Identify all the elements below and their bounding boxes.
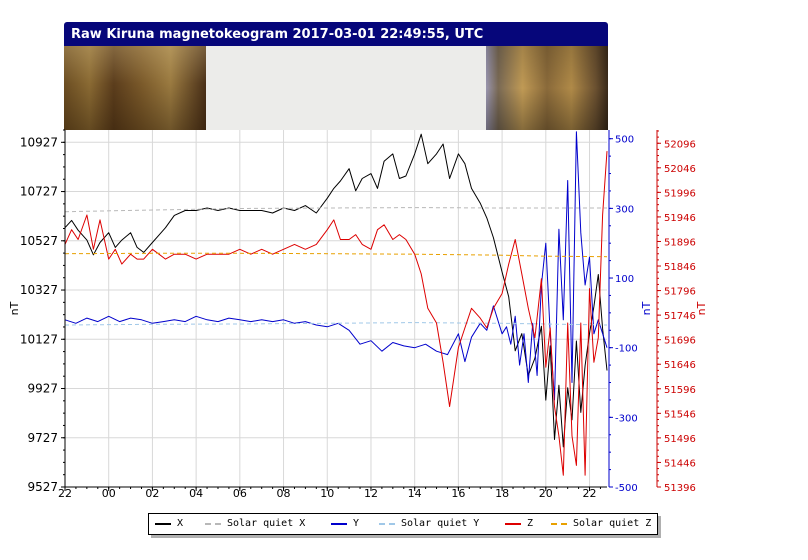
x-tick-label-3: 04 xyxy=(189,487,203,500)
left-tick-label-3: 10327 xyxy=(20,283,58,297)
x-tick-label-1: 00 xyxy=(102,487,116,500)
mid-tick-label-0: 500 xyxy=(615,135,634,146)
right-tick-label-6: 51796 xyxy=(664,287,696,298)
right-tick-label-9: 51646 xyxy=(664,360,696,371)
series-line-2 xyxy=(64,131,608,401)
left-axis-label: nT xyxy=(8,301,21,315)
legend-swatch-y xyxy=(331,522,347,525)
x-tick-label-9: 16 xyxy=(451,487,465,500)
x-tick-label-10: 18 xyxy=(495,487,509,500)
x-tick-label-2: 02 xyxy=(145,487,159,500)
legend-item-solar-quiet-x: Solar quiet X xyxy=(205,518,305,530)
right-tick-label-10: 51596 xyxy=(664,385,696,396)
x-tick-label-8: 14 xyxy=(408,487,422,500)
series-line-0 xyxy=(64,133,608,448)
mid-tick-label-4: -300 xyxy=(615,413,638,424)
x-tick-label-6: 10 xyxy=(320,487,334,500)
right-tick-label-4: 51896 xyxy=(664,237,696,248)
legend-item-solar-quiet-z: Solar quiet Z xyxy=(551,518,651,530)
mid-tick-label-2: 100 xyxy=(615,274,634,285)
legend-swatch-x xyxy=(155,522,171,525)
sky-camera-image-blank xyxy=(206,46,486,130)
series-line-3 xyxy=(64,322,608,326)
legend-item-z: Z xyxy=(505,518,533,530)
sky-camera-image-right-shade xyxy=(486,46,608,130)
mid-axis-label: nT xyxy=(640,301,653,315)
legend-item-x: X xyxy=(155,518,183,530)
right-tick-label-5: 51846 xyxy=(664,262,696,273)
sky-camera-image-left-shade xyxy=(64,46,206,130)
legend-label-solar-quiet-x: Solar quiet X xyxy=(227,518,306,529)
series-line-5 xyxy=(64,252,608,258)
legend-label-z: Z xyxy=(527,518,534,529)
mid-tick-label-1: 300 xyxy=(615,204,634,215)
series-line-1 xyxy=(64,207,607,213)
right-axis-label: nT xyxy=(695,301,708,315)
legend-label-x: X xyxy=(177,518,184,529)
legend-swatch-solar-quiet-x xyxy=(205,522,221,525)
series-line-4 xyxy=(64,151,608,476)
legend-label-y: Y xyxy=(353,518,360,529)
right-tick-label-11: 51546 xyxy=(664,409,696,420)
legend-item-solar-quiet-y: Solar quiet Y xyxy=(379,518,479,530)
right-tick-label-0: 52096 xyxy=(664,139,696,150)
right-tick-label-13: 51446 xyxy=(664,458,696,469)
right-tick-label-7: 51746 xyxy=(664,311,696,322)
legend-label-solar-quiet-y: Solar quiet Y xyxy=(401,518,480,529)
legend-swatch-solar-quiet-z xyxy=(551,522,567,525)
right-tick-label-8: 51696 xyxy=(664,336,696,347)
legend-item-y: Y xyxy=(331,518,359,530)
mid-tick-label-5: -500 xyxy=(615,483,638,494)
x-tick-label-12: 22 xyxy=(583,487,597,500)
left-tick-label-7: 9527 xyxy=(27,480,58,494)
legend-swatch-z xyxy=(505,522,521,525)
legend-label-solar-quiet-z: Solar quiet Z xyxy=(573,518,652,529)
x-tick-label-7: 12 xyxy=(364,487,378,500)
right-tick-label-3: 51946 xyxy=(664,213,696,224)
right-tick-label-1: 52046 xyxy=(664,164,696,175)
x-tick-label-5: 08 xyxy=(277,487,291,500)
sky-camera-image-left xyxy=(64,46,206,130)
x-tick-label-11: 20 xyxy=(539,487,553,500)
left-tick-label-0: 10927 xyxy=(20,135,58,149)
sky-camera-image-right xyxy=(486,46,608,130)
left-tick-label-2: 10527 xyxy=(20,234,58,248)
left-tick-label-1: 10727 xyxy=(20,185,58,199)
chart-legend: X Solar quiet X Y Solar quiet Y Z Solar … xyxy=(148,513,658,535)
right-tick-label-14: 51396 xyxy=(664,483,696,494)
left-tick-label-6: 9727 xyxy=(27,431,58,445)
x-tick-label-4: 06 xyxy=(233,487,247,500)
legend-swatch-solar-quiet-y xyxy=(379,522,395,525)
plot-area xyxy=(65,130,607,487)
x-tick-label-0: 22 xyxy=(58,487,72,500)
right-tick-label-12: 51496 xyxy=(664,434,696,445)
chart-title: Raw Kiruna magnetokeogram 2017-03-01 22:… xyxy=(64,22,608,46)
left-tick-label-5: 9927 xyxy=(27,382,58,396)
left-tick-label-4: 10127 xyxy=(20,332,58,346)
mid-tick-label-3: -100 xyxy=(615,344,638,355)
right-tick-label-2: 51996 xyxy=(664,188,696,199)
